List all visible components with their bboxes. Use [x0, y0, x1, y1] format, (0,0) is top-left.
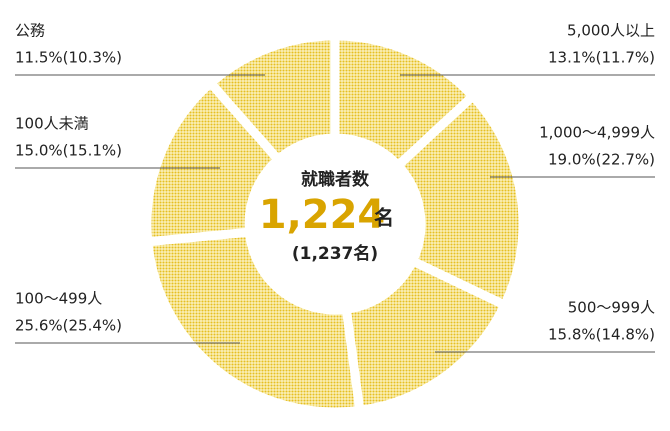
donut-segment	[391, 89, 528, 312]
category-label: 100～499人	[15, 290, 102, 308]
value-label: 15.0%(15.1%)	[15, 142, 122, 160]
donut-segment	[142, 227, 365, 417]
value-label: 19.0%(22.7%)	[548, 151, 655, 169]
center-value: 1,224	[259, 192, 386, 238]
ring	[142, 31, 528, 417]
category-label: 1,000～4,999人	[539, 124, 655, 142]
value-label: 25.6%(25.4%)	[15, 317, 122, 335]
category-label: 5,000人以上	[567, 22, 655, 40]
category-label: 500～999人	[568, 299, 655, 317]
center-title: 就職者数	[301, 169, 370, 190]
category-label: 公務	[15, 22, 45, 40]
donut-segment	[341, 255, 511, 416]
category-label: 100人未満	[15, 115, 89, 133]
donut-segment	[204, 31, 340, 166]
value-label: 15.8%(14.8%)	[548, 326, 655, 344]
value-label: 11.5%(10.3%)	[15, 49, 122, 67]
value-label: 13.1%(11.7%)	[548, 49, 655, 67]
center-unit: 名	[374, 206, 394, 230]
center-previous: (1,237名)	[292, 243, 378, 264]
